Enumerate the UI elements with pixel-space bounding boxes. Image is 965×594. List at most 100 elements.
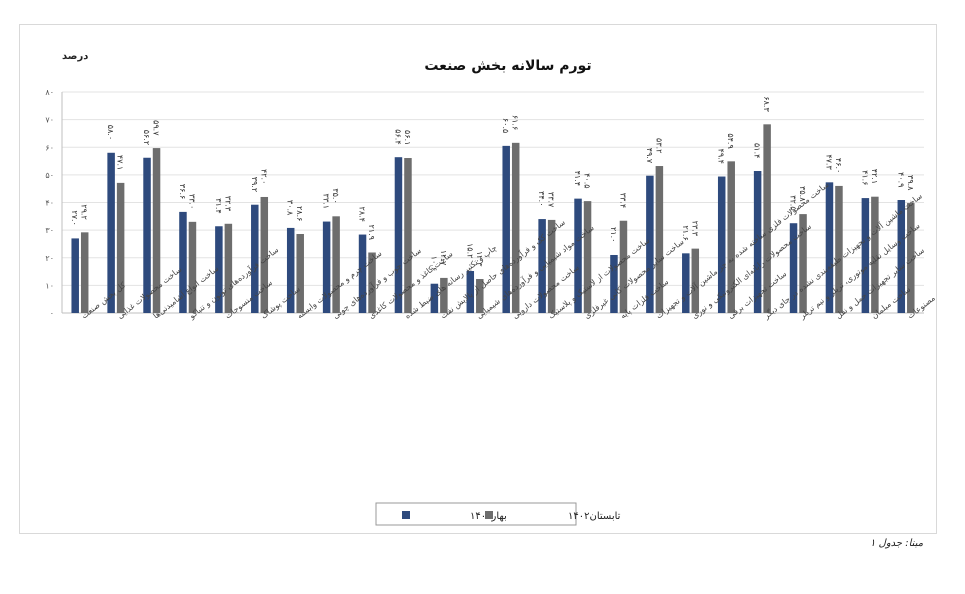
bar-summer: [476, 279, 484, 313]
data-label: ۵۸.۰: [106, 125, 115, 140]
y-tick-label: ۳۰: [45, 226, 54, 235]
data-label: ۳۳.۱: [322, 194, 331, 209]
data-label: ۳۹.۲: [250, 177, 259, 192]
data-label: ۲۱.۶: [681, 225, 690, 240]
bar-spring: [430, 283, 439, 313]
data-label: ۳۹.۸: [906, 175, 915, 191]
bar-spring: [897, 200, 906, 313]
data-label: ۴۹.۷: [645, 148, 654, 164]
data-label: ۴۰.۹: [896, 172, 905, 187]
legend: بهار۱۴۰۲ تابستان۱۴۰۲: [375, 502, 621, 526]
data-label: ۴۲.۰: [259, 169, 268, 184]
data-label: ۱۰.۶: [429, 256, 438, 271]
bars: [71, 124, 915, 313]
data-label: ۳۳.۰: [187, 194, 196, 209]
gridlines: [61, 91, 924, 314]
y-axis-label: درصد: [62, 51, 88, 62]
bar-summer: [296, 233, 304, 313]
bar-spring: [717, 176, 726, 313]
bar-summer: [763, 124, 771, 313]
value-labels: ۲۷.۰ ۲۹.۲ ۵۸.۰ ۴۷.۱ ۵۶.۲۵۹.۷ ۳۶.۶۳۳.۰ ۳۱.۴ ۳۲.۳…: [70, 96, 915, 271]
bar-summer: [907, 203, 915, 313]
data-label: ۵۶.۱: [403, 130, 412, 145]
data-label: ۴۲.۱: [870, 169, 879, 184]
data-label: ۱۲.۳: [475, 251, 484, 267]
bar-spring: [71, 238, 79, 313]
bar-summer: [224, 223, 233, 313]
bar-summer: [655, 166, 664, 313]
data-label: ۵۶.۴: [393, 129, 402, 144]
bar-spring: [466, 271, 475, 313]
bar-summer: [799, 214, 807, 313]
bar-spring: [646, 175, 654, 313]
data-label: ۲۸.۴: [358, 207, 367, 222]
data-label: ۳۳.۴: [618, 193, 627, 208]
data-label: ۲۸.۶: [295, 206, 304, 221]
y-axis-ticks: ۰ ۱۰ ۲۰ ۳۰ ۴۰ ۵۰ ۶۰ ۷۰ ۸۰: [45, 88, 54, 318]
bar-summer: [691, 248, 700, 313]
data-label: ۲۳.۳: [690, 221, 699, 237]
data-label: ۵۴.۹: [726, 133, 735, 148]
bar-summer: [332, 216, 340, 313]
y-tick-label: ۵۰: [45, 171, 54, 180]
data-label: ۶۸.۳: [762, 96, 771, 112]
data-label: ۶۰.۵: [501, 118, 510, 133]
data-label: ۳۰.۸: [286, 200, 295, 216]
data-label: ۴۱.۴: [573, 171, 582, 186]
y-tick-label: ۸۰: [45, 88, 54, 97]
data-label: ۶۱.۶: [511, 115, 520, 130]
data-label: ۲۱.۰: [609, 227, 618, 242]
bar-spring: [861, 198, 870, 313]
data-label: ۳۴.۰: [537, 191, 546, 206]
y-tick-label: ۶۰: [45, 143, 54, 152]
bar-spring: [215, 226, 223, 313]
bar-spring: [610, 254, 618, 313]
bar-summer: [547, 219, 556, 313]
data-label: ۲۱.۹: [367, 225, 376, 240]
bar-spring: [502, 145, 510, 313]
data-label: ۳۳.۷: [547, 192, 556, 208]
data-label: ۴۰.۵: [583, 173, 592, 188]
data-label: ۳۲.۳: [223, 196, 232, 212]
bar-summer: [511, 142, 520, 313]
legend-swatch-summer: [485, 511, 493, 519]
data-label: ۲۷.۰: [70, 210, 79, 225]
bar-summer: [871, 196, 879, 313]
bar-spring: [286, 227, 295, 313]
bar-summer: [835, 185, 843, 313]
bar-summer: [368, 252, 376, 313]
y-tick-label: ۰: [50, 309, 54, 318]
y-tick-label: ۱۰: [45, 281, 54, 290]
data-label: ۵۳.۲: [654, 138, 663, 153]
bar-summer: [583, 201, 592, 313]
data-label: ۵۹.۷: [152, 120, 161, 136]
chart: درصد تورم سالانه بخش صنعت ۰ ۱۰ ۲۰ ۳۰ ۴۰ ۵۰ ۶۰ ۷…: [45, 51, 936, 526]
data-label: ۴۹.۴: [717, 149, 726, 164]
bar-spring: [682, 253, 690, 313]
legend-label-summer: تابستان۱۴۰۲: [568, 511, 621, 522]
bar-spring: [322, 221, 331, 313]
bar-summer: [440, 277, 448, 313]
data-label: ۳۵.۸: [798, 186, 807, 202]
bar-spring: [107, 152, 115, 313]
data-label: ۳۶.۶: [178, 184, 187, 199]
source-note: مبنا: جدول ۱: [870, 538, 924, 549]
data-label: ۳۲.۵: [789, 195, 798, 210]
bar-spring: [538, 219, 546, 313]
chart-frame: درصد تورم سالانه بخش صنعت ۰ ۱۰ ۲۰ ۳۰ ۴۰ ۵۰ ۶۰ ۷…: [19, 24, 937, 534]
bar-summer: [727, 161, 735, 313]
bar-spring: [143, 157, 151, 313]
y-tick-label: ۷۰: [45, 116, 54, 125]
bar-spring: [789, 223, 798, 313]
bar-summer: [619, 220, 628, 313]
y-tick-label: ۴۰: [45, 199, 54, 208]
data-label: ۴۷.۱: [116, 155, 125, 170]
bar-spring: [394, 157, 403, 313]
data-label: ۳۱.۴: [214, 198, 223, 213]
data-label: ۴۶.۰: [834, 158, 843, 173]
bar-spring: [179, 211, 187, 313]
bar-summer: [404, 158, 412, 313]
data-label: ۱۵.۲: [465, 243, 474, 258]
data-label: ۴۷.۳: [824, 154, 833, 170]
data-label: ۱۲.۷: [439, 250, 448, 266]
